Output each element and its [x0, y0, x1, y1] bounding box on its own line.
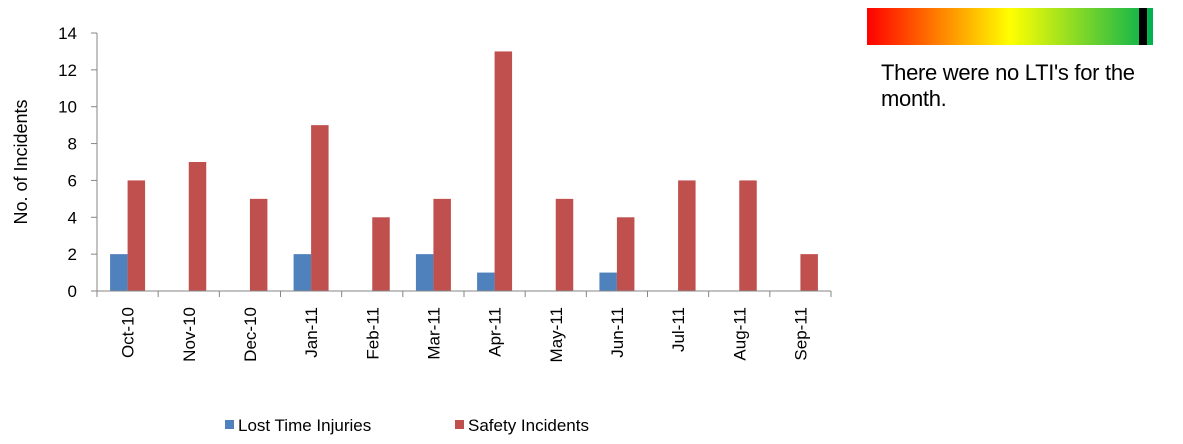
y-tick-label: 4: [68, 208, 77, 227]
bar-safety-incidents: [188, 162, 207, 291]
legend: Lost Time Injuries Safety Incidents: [225, 416, 589, 435]
x-tick-label: Feb-11: [363, 307, 382, 360]
bar-lost-time-injuries: [599, 272, 617, 291]
x-tick-label: Jul-11: [669, 307, 688, 352]
x-tick-label: Jun-11: [608, 307, 627, 358]
bar-lost-time-injuries: [110, 254, 128, 291]
gauge-gradient-bar: [867, 8, 1153, 45]
y-tick-label: 14: [58, 24, 77, 43]
x-tick-label: Sep-11: [791, 307, 810, 361]
bars: [110, 51, 818, 292]
x-tick-label: May-11: [547, 307, 566, 362]
gauge-marker: [1138, 8, 1147, 45]
legend-swatch: [225, 420, 234, 429]
y-tick-label: 2: [68, 245, 77, 264]
x-tick-label: Dec-10: [241, 307, 260, 362]
legend-swatch: [455, 420, 464, 429]
x-tick-label: Oct-10: [119, 307, 138, 358]
bar-safety-incidents: [311, 125, 329, 292]
y-tick-label: 8: [68, 135, 77, 154]
x-tick-label: Mar-11: [424, 307, 443, 360]
y-tick-label: 0: [68, 282, 77, 301]
bar-safety-incidents: [555, 198, 574, 291]
bar-safety-incidents: [433, 198, 451, 291]
bar-safety-incidents: [678, 180, 696, 291]
x-tick-label: Nov-10: [180, 307, 199, 362]
bar-lost-time-injuries: [477, 272, 495, 291]
x-tick-label: Jan-11: [302, 307, 321, 358]
y-tick-label: 6: [68, 171, 77, 190]
bar-lost-time-injuries: [415, 254, 434, 291]
y-axis: 0 2 4 6 8 10 12 14: [58, 24, 98, 301]
y-tick-label: 10: [58, 98, 77, 117]
x-tick-label: Apr-11: [486, 307, 505, 357]
bar-safety-incidents: [249, 198, 268, 291]
status-gauge: [867, 8, 1153, 45]
bar-safety-incidents: [127, 180, 146, 291]
legend-label: Lost Time Injuries: [238, 416, 371, 435]
bar-chart: 0 2 4 6 8 10 12 14 Oct-10 Nov-10 Dec-10 Jan-11 Feb-…: [11, 24, 832, 435]
y-axis-title: No. of Incidents: [11, 99, 31, 224]
legend-label: Safety Incidents: [468, 416, 589, 435]
status-note: There were no LTI's for the month.: [881, 60, 1135, 111]
bar-safety-incidents: [372, 217, 390, 291]
bar-safety-incidents: [494, 51, 513, 291]
y-tick-label: 12: [58, 61, 77, 80]
bar-safety-incidents: [739, 180, 757, 291]
bar-safety-incidents: [800, 254, 818, 291]
x-tick-label: Aug-11: [730, 307, 749, 361]
bar-safety-incidents: [616, 217, 635, 291]
x-axis: Oct-10 Nov-10 Dec-10 Jan-11 Feb-11 Mar-11 Apr-…: [96, 290, 832, 362]
bar-lost-time-injuries: [293, 254, 312, 291]
